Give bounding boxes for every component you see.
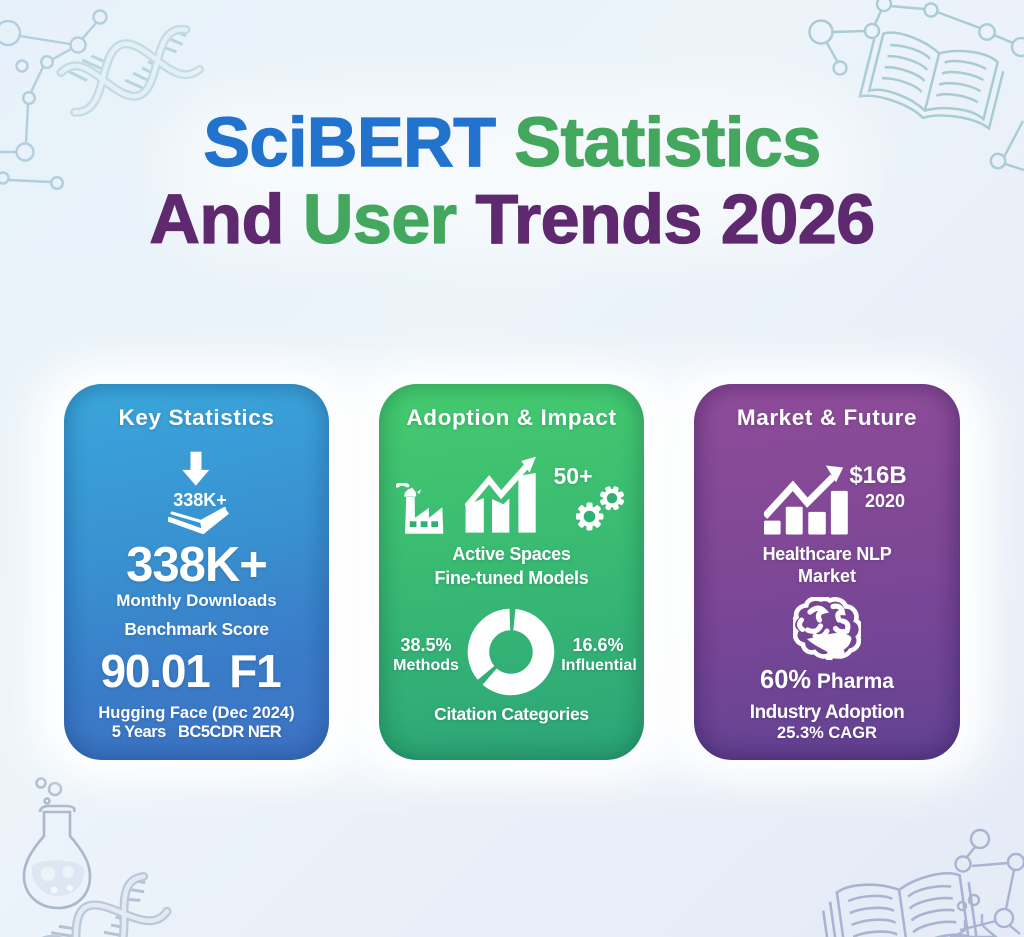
svg-text:338K+: 338K+ (173, 490, 227, 510)
